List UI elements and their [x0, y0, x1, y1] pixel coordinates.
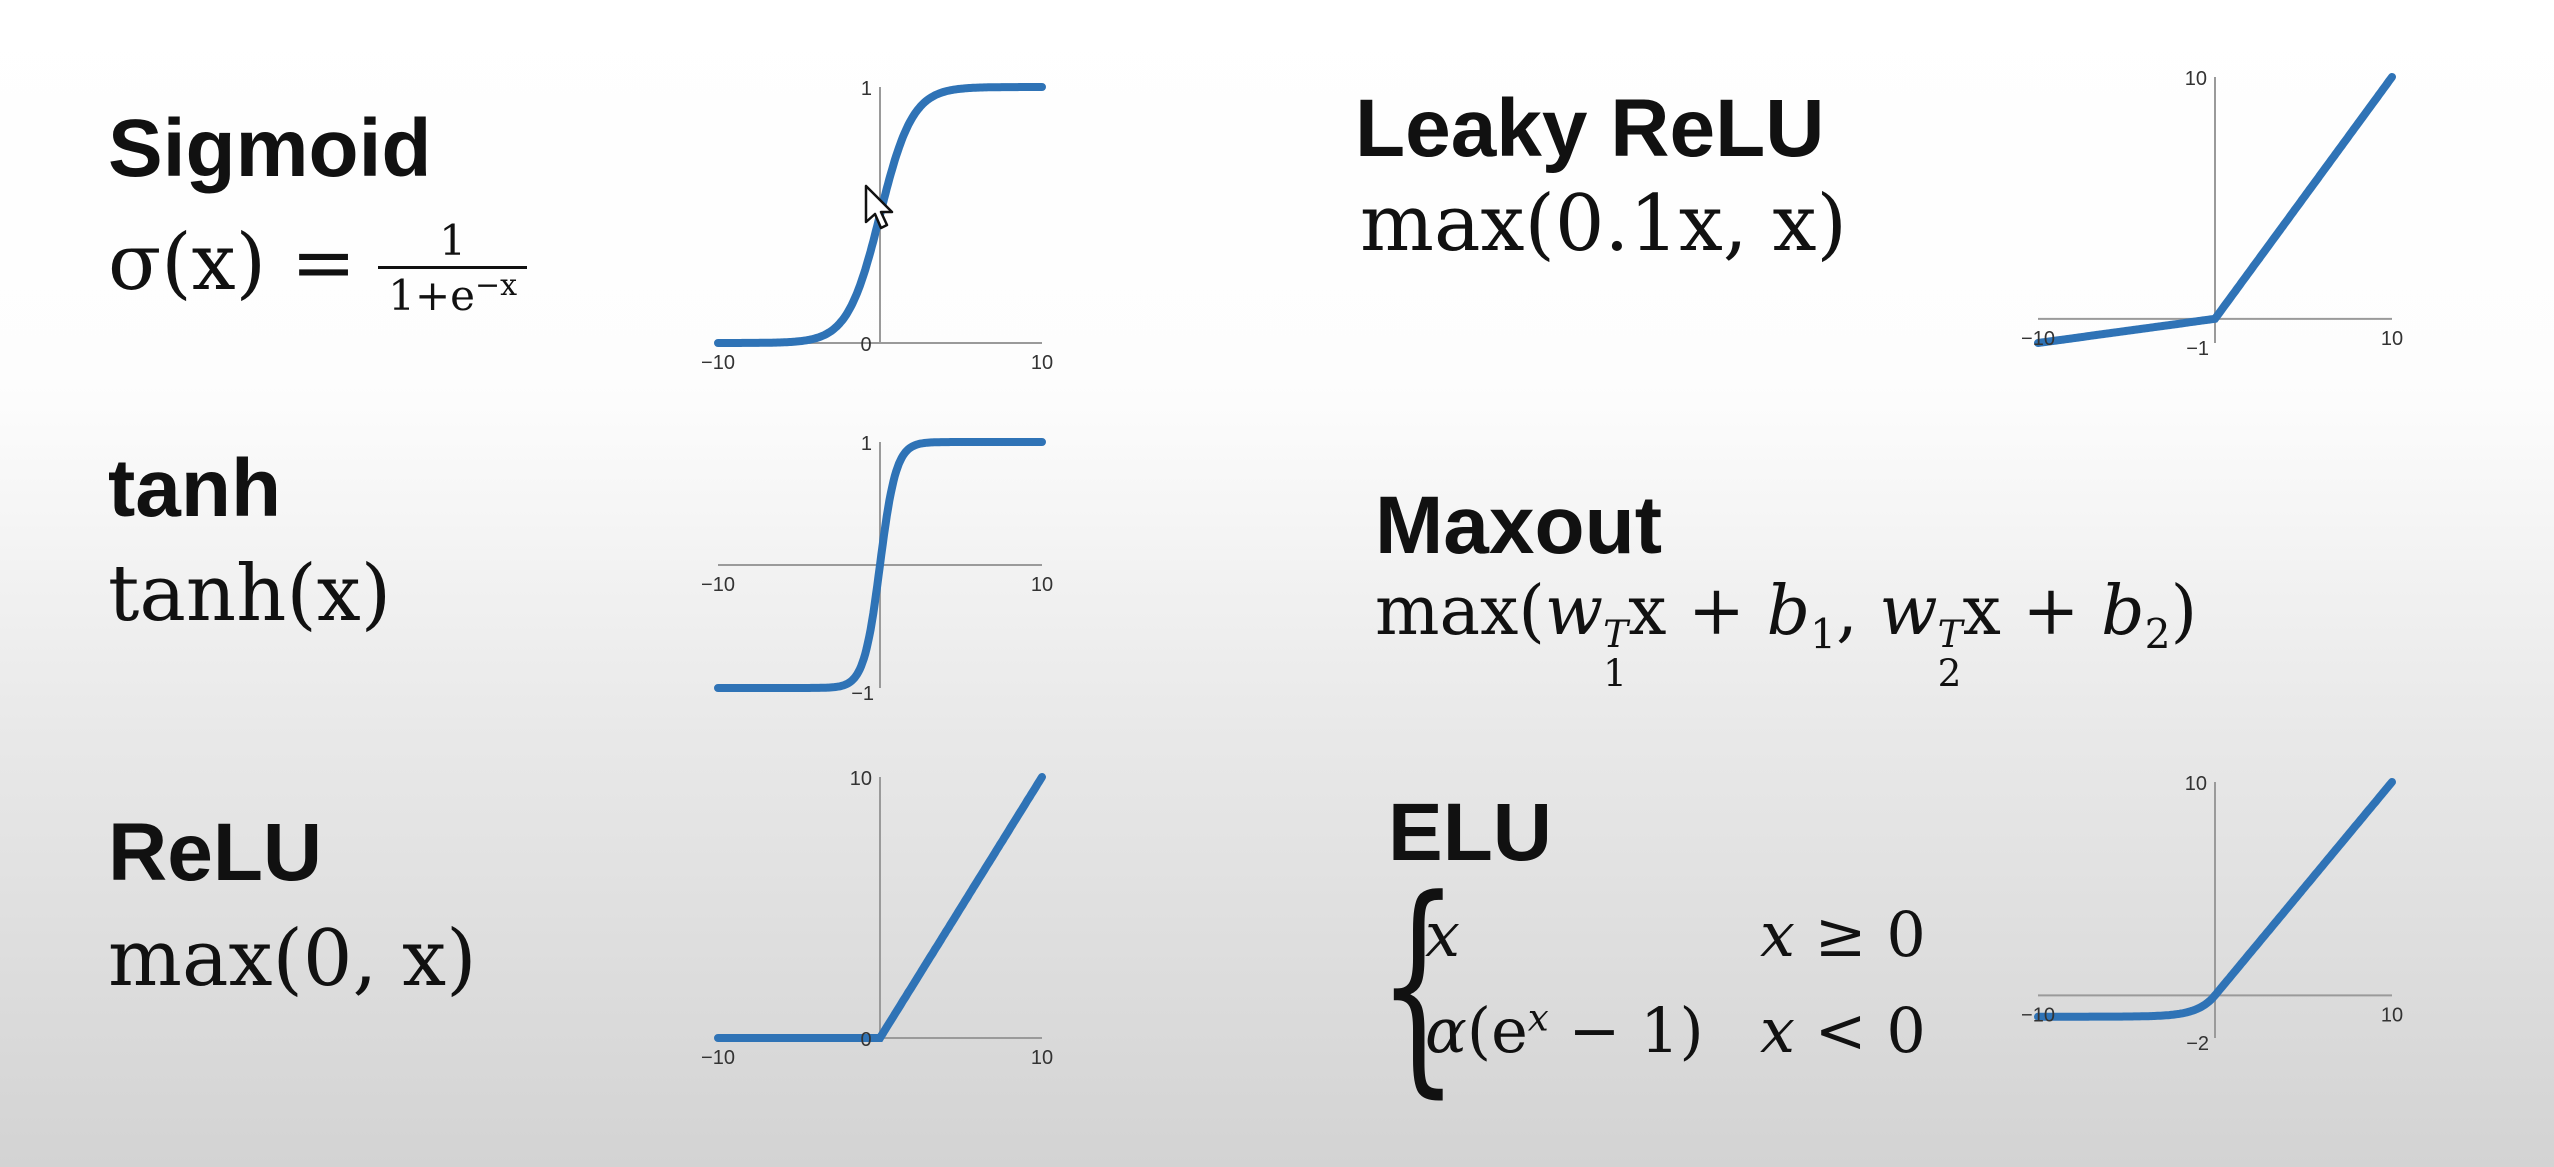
tick-label-origin: 0 — [860, 334, 871, 356]
elu-case1-expr: x — [1425, 898, 1460, 971]
tick-label-ybottom: −1 — [851, 683, 874, 705]
tick-label-ytop: 10 — [850, 768, 872, 790]
tanh-plot: −10 10 1 −1 — [701, 433, 1053, 705]
elu-title: ELU — [1388, 787, 1552, 878]
relu-curve — [714, 773, 1046, 1042]
maxout-title: Maxout — [1375, 480, 1662, 571]
leaky-relu-curve — [2034, 73, 2396, 347]
tick-label-xmin: −10 — [2021, 328, 2055, 350]
elu-curve — [2034, 778, 2396, 1021]
tick-label-ytop: 10 — [2185, 68, 2207, 90]
leaky-relu-plot: −10 10 −1 10 — [2021, 68, 2403, 360]
relu-title: ReLU — [108, 807, 323, 898]
tanh-formula: tanh(x) — [108, 549, 392, 639]
tanh-title: tanh — [108, 443, 282, 534]
tick-label-xmax: 10 — [2381, 1004, 2403, 1026]
elu-case2-expr: α(ex − 1) — [1425, 994, 1704, 1067]
sigmoid-title: Sigmoid — [108, 103, 432, 194]
sigmoid-plot: −10 10 0 1 — [701, 78, 1053, 374]
elu-case2-cond: x < 0 — [1760, 994, 1926, 1067]
mouse-pointer-icon — [864, 184, 894, 230]
tick-label-ytop: 10 — [2185, 773, 2207, 795]
tick-label-xmin: −10 — [2021, 1004, 2055, 1026]
leaky-relu-title: Leaky ReLU — [1355, 83, 1825, 174]
tick-label-xmax: 10 — [1031, 1047, 1053, 1069]
tick-label-xmin: −10 — [701, 1047, 735, 1069]
relu-formula: max(0, x) — [108, 914, 477, 1004]
tick-label-xmax: 10 — [2381, 328, 2403, 350]
elu-plot: −10 10 −2 10 — [2021, 773, 2403, 1055]
elu-case1-cond: x ≥ 0 — [1760, 898, 1926, 971]
tick-label-origin: 0 — [860, 1029, 871, 1051]
tanh-curve — [714, 438, 1046, 692]
tick-label-ytop: 1 — [861, 78, 872, 100]
sigmoid-formula: σ(x) = 1 1+e−x — [108, 220, 528, 317]
elu-brace: { — [1378, 851, 1459, 1118]
relu-plot: −10 10 0 10 — [701, 768, 1053, 1069]
tick-label-ybottom: −1 — [2186, 338, 2209, 360]
tick-label-xmin: −10 — [701, 352, 735, 374]
tick-label-ytop: 1 — [861, 433, 872, 455]
tick-label-ybottom: −2 — [2186, 1033, 2209, 1055]
tick-label-xmax: 10 — [1031, 352, 1053, 374]
tick-label-xmax: 10 — [1031, 574, 1053, 596]
leaky-relu-formula: max(0.1x, x) — [1360, 179, 1847, 269]
tick-label-xmin: −10 — [701, 574, 735, 596]
